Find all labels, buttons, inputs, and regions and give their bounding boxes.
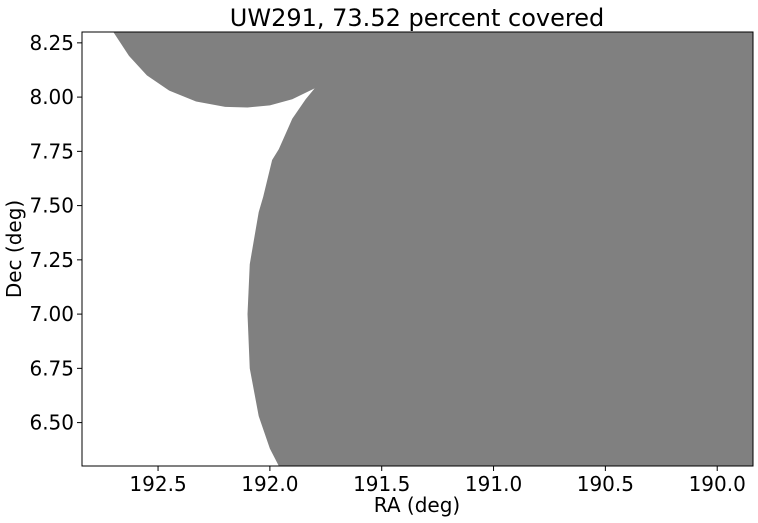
chart-title: UW291, 73.52 percent covered <box>230 4 604 32</box>
x-axis: 192.5 192.0 191.5 191.0 190.5 190.0 <box>129 466 746 496</box>
y-tick-label: 7.75 <box>29 139 74 163</box>
y-tick-label: 6.75 <box>29 356 74 380</box>
x-tick-label: 191.5 <box>353 472 410 496</box>
x-tick-label: 192.0 <box>241 472 298 496</box>
plot-frame <box>81 31 754 467</box>
x-tick-label: 190.0 <box>689 472 746 496</box>
y-tick-label: 7.50 <box>29 194 74 218</box>
x-axis-label: RA (deg) <box>374 493 460 517</box>
x-tick-label: 190.5 <box>577 472 634 496</box>
y-tick-label: 6.50 <box>29 411 74 435</box>
y-tick-label: 8.00 <box>29 85 74 109</box>
covered-region <box>113 32 753 466</box>
y-axis: 6.50 6.75 7.00 7.25 7.50 7.75 8.00 8.25 <box>29 31 82 435</box>
y-tick-label: 8.25 <box>29 31 74 55</box>
plot-area <box>81 31 754 467</box>
x-tick-label: 192.5 <box>129 472 186 496</box>
y-axis-label: Dec (deg) <box>2 200 26 298</box>
y-tick-label: 7.25 <box>29 248 74 272</box>
x-tick-label: 191.0 <box>465 472 522 496</box>
y-tick-label: 7.00 <box>29 302 74 326</box>
